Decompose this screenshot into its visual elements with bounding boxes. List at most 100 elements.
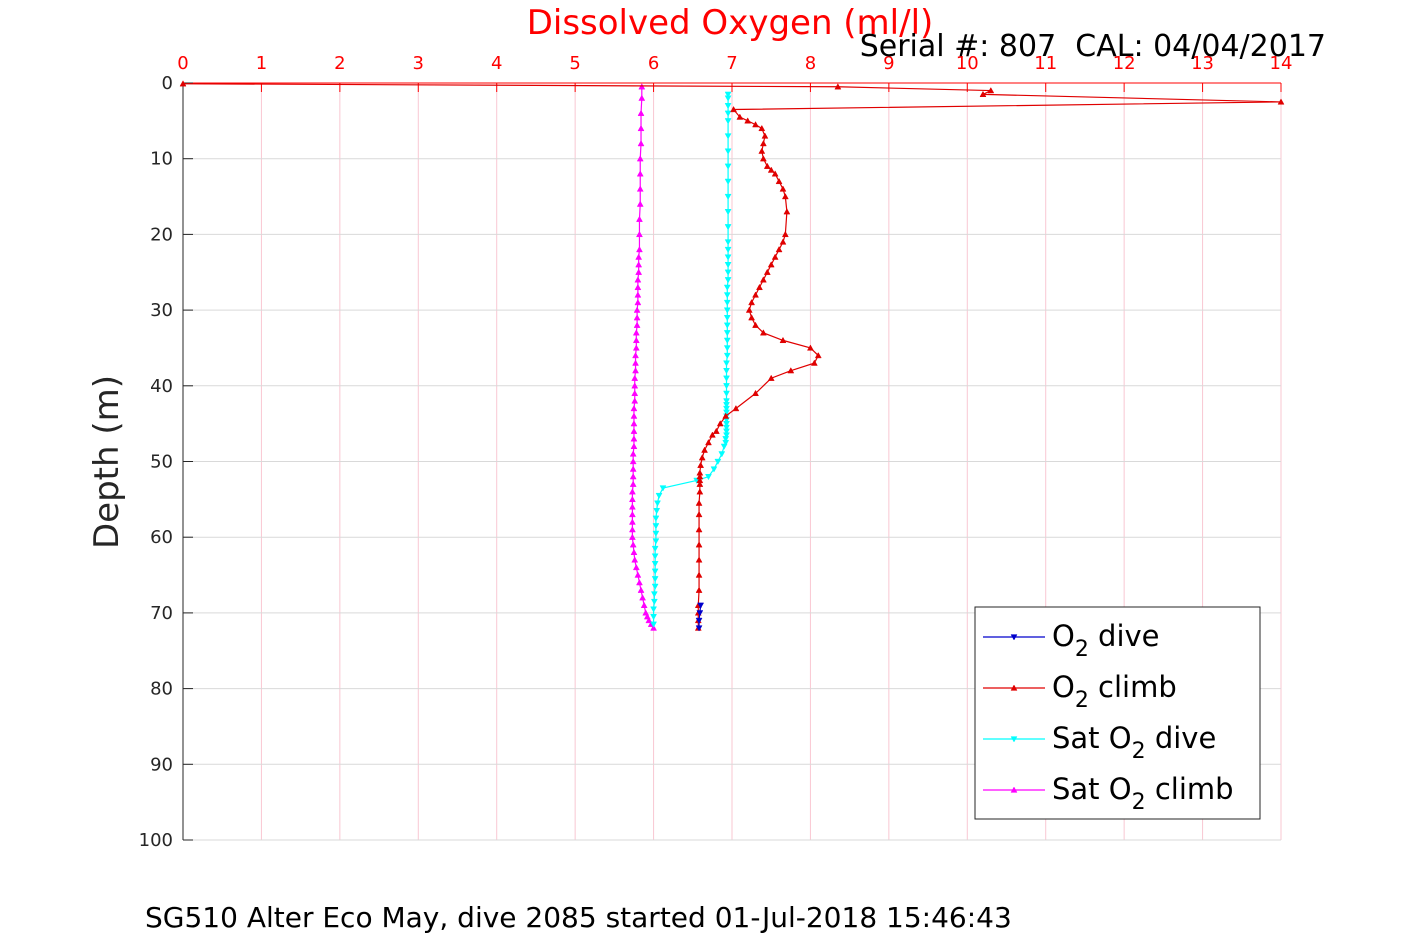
data-point xyxy=(748,299,756,306)
data-point xyxy=(723,432,730,439)
data-point xyxy=(723,292,731,299)
data-point xyxy=(633,314,641,321)
data-point xyxy=(659,485,667,492)
x-tick-label: 0 xyxy=(177,53,188,74)
legend-item-o2-climb: O2 climb xyxy=(983,670,1177,713)
data-point xyxy=(775,246,783,253)
data-point xyxy=(701,446,708,453)
data-point xyxy=(652,530,660,537)
data-point xyxy=(723,375,730,382)
data-point xyxy=(697,461,705,468)
data-point xyxy=(771,253,779,260)
data-point xyxy=(696,473,704,480)
data-point xyxy=(651,553,659,560)
data-point xyxy=(634,276,642,283)
data-point xyxy=(653,508,661,515)
data-point xyxy=(723,409,730,416)
series-sat-dive xyxy=(650,91,732,628)
data-point xyxy=(720,443,728,450)
data-point xyxy=(759,155,767,162)
data-point xyxy=(695,617,703,624)
data-point xyxy=(636,185,644,192)
data-point xyxy=(723,402,730,409)
data-point xyxy=(736,113,744,120)
data-point xyxy=(637,109,645,116)
data-point xyxy=(652,523,660,530)
data-point xyxy=(987,87,995,94)
data-point xyxy=(651,561,659,568)
y-tick-label: 0 xyxy=(162,73,173,94)
data-point xyxy=(723,284,731,291)
legend: O2 dive O2 climb Sat O2 dive Sat O2 climb xyxy=(974,606,1261,820)
data-point xyxy=(705,473,712,481)
legend-item-sat-climb: Sat O2 climb xyxy=(983,772,1234,815)
data-point xyxy=(718,451,726,458)
data-point xyxy=(724,110,732,117)
data-point xyxy=(696,469,704,476)
data-point xyxy=(697,602,705,609)
data-point xyxy=(651,583,659,590)
y-tick-label: 80 xyxy=(150,679,173,700)
data-point xyxy=(810,359,818,366)
data-point xyxy=(723,424,730,431)
data-point xyxy=(723,299,731,307)
x-tick-label: 7 xyxy=(726,53,737,74)
data-point xyxy=(783,208,791,215)
series-sat-climb xyxy=(628,83,657,631)
data-point xyxy=(637,586,645,593)
data-point xyxy=(628,526,636,533)
data-point xyxy=(779,336,787,344)
data-point xyxy=(698,454,706,461)
data-point xyxy=(724,103,732,110)
data-point xyxy=(724,118,732,125)
data-point xyxy=(632,367,639,374)
data-point xyxy=(695,571,703,578)
legend-item-o2-dive: O2 dive xyxy=(983,619,1160,662)
data-point xyxy=(632,344,640,351)
data-point xyxy=(723,398,730,405)
data-point xyxy=(724,246,732,254)
serial-cal-label: Serial #: 807 CAL: 04/04/2017 xyxy=(860,29,1326,64)
data-point xyxy=(635,268,643,275)
y-tick-label: 70 xyxy=(150,603,173,624)
data-point xyxy=(636,155,644,162)
y-tick-label: 20 xyxy=(150,224,173,245)
data-point xyxy=(638,94,646,101)
data-point xyxy=(724,148,732,155)
data-point xyxy=(834,83,842,90)
data-point xyxy=(630,427,638,434)
data-point xyxy=(723,421,730,428)
data-point xyxy=(629,457,637,465)
data-point xyxy=(807,344,814,351)
data-point xyxy=(637,124,645,132)
data-point xyxy=(723,405,730,413)
data-point xyxy=(654,500,661,507)
data-point xyxy=(759,140,767,147)
data-point xyxy=(758,147,766,154)
data-point xyxy=(637,140,645,147)
legend-marker xyxy=(1010,634,1018,641)
x-tick-label: 11 xyxy=(1034,53,1057,74)
data-point xyxy=(724,239,732,246)
data-point xyxy=(752,389,759,397)
data-point xyxy=(635,261,643,268)
data-point xyxy=(639,594,647,601)
data-point xyxy=(724,91,732,98)
data-point xyxy=(631,397,639,404)
data-point xyxy=(723,322,731,329)
data-point xyxy=(752,291,759,298)
data-point xyxy=(724,163,732,170)
data-point xyxy=(724,209,732,216)
x-tick-label: 12 xyxy=(1113,53,1136,74)
legend-label: Sat O2 climb xyxy=(1052,772,1234,815)
data-point xyxy=(629,541,637,548)
legend-item-sat-dive: Sat O2 dive xyxy=(983,721,1216,764)
data-point xyxy=(650,621,657,628)
data-point xyxy=(705,439,712,446)
y-tick-label: 50 xyxy=(150,452,173,473)
data-point xyxy=(632,352,639,359)
x-tick-label: 3 xyxy=(413,53,424,74)
legend-box xyxy=(974,606,1261,820)
data-point xyxy=(630,548,638,555)
data-point xyxy=(695,526,703,533)
